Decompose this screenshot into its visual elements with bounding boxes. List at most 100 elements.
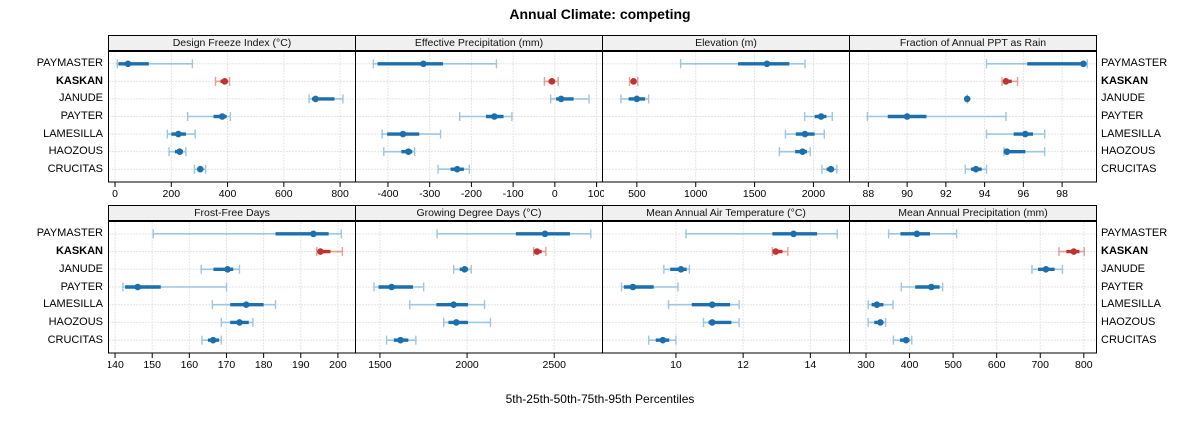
panel-strip-title: Elevation (m)	[602, 35, 850, 51]
median-dot	[397, 336, 404, 344]
median-dot	[450, 301, 457, 309]
median-dot	[452, 319, 460, 326]
median-dot	[708, 319, 716, 326]
panel-Design Freeze Index (°C): 0 200 400 600 800	[108, 51, 356, 200]
x-tick-label: 300	[857, 359, 875, 371]
x-tick-label: 170	[218, 359, 236, 371]
median-dot	[236, 319, 243, 326]
percentile-marker-HAOZOUS	[702, 317, 740, 327]
percentile-marker-KASKAN	[316, 247, 344, 257]
x-tick-label: 0	[112, 188, 118, 200]
x-axis: 88 90 92 94 96 98	[863, 182, 1068, 200]
x-axis-footer-label: 5th-25th-50th-75th-95th Percentiles	[505, 392, 695, 406]
row-label-left-janude: JANUDE	[58, 92, 103, 105]
percentile-marker-CRUCITAS	[821, 164, 838, 174]
x-tick-label: 800	[331, 188, 349, 200]
row-label-left-lamesilla: LAMESILLA	[43, 127, 103, 140]
percentile-marker-PAYMASTER	[436, 229, 592, 239]
median-dot	[1002, 78, 1010, 85]
row-label-right-payter: PAYTER	[1101, 280, 1144, 293]
percentile-marker-PAYMASTER	[679, 59, 806, 69]
x-tick-label: 98	[1056, 188, 1068, 200]
x-axis: 140 150 160 170 180 190 200	[108, 353, 347, 371]
x-tick-label: 92	[940, 188, 952, 200]
x-tick-label: 200	[329, 359, 347, 371]
percentile-marker-PAYMASTER	[887, 229, 958, 239]
median-dot	[630, 78, 637, 85]
percentile-marker-CRUCITAS	[193, 164, 207, 174]
percentile-marker-HAOZOUS	[220, 317, 254, 327]
median-dot	[548, 78, 556, 85]
percentile-marker-LAMESILLA	[667, 300, 740, 310]
percentile-marker-CRUCITAS	[201, 335, 222, 345]
percentile-marker-PAYTER	[803, 112, 833, 121]
percentile-marker-PAYTER	[373, 282, 425, 292]
median-dot	[541, 230, 549, 238]
median-dot	[196, 165, 204, 173]
x-axis: 10 12 14	[670, 353, 816, 371]
row-label-left-crucitas: CRUCITAS	[47, 333, 103, 346]
median-dot	[1042, 265, 1050, 273]
median-dot	[405, 148, 412, 155]
panel-strip-title: Mean Annual Air Temperature (°C)	[602, 205, 850, 221]
x-tick-label: 96	[1018, 188, 1030, 200]
percentile-marker-KASKAN	[543, 76, 559, 86]
row-label-left-haozous: HAOZOUS	[48, 315, 103, 328]
x-tick-label: 190	[292, 359, 310, 371]
gridlines	[109, 52, 354, 181]
row-label-left-paymaster: PAYMASTER	[36, 57, 103, 70]
panel-strip-title: Fraction of Annual PPT as Rain	[849, 35, 1097, 51]
row-label-left-paymaster: PAYMASTER	[36, 227, 103, 240]
row-label-left-haozous: HAOZOUS	[48, 145, 103, 158]
median-dot	[877, 319, 884, 326]
x-tick-label: 2000	[455, 359, 479, 371]
percentile-marker-PAYTER	[459, 112, 513, 121]
row-label-left-payter: PAYTER	[60, 280, 103, 293]
median-dot	[629, 283, 637, 291]
median-dot	[533, 248, 541, 255]
x-tick-label: 2000	[802, 188, 826, 200]
median-dot	[1003, 148, 1011, 155]
x-tick-label: 150	[143, 359, 161, 371]
median-dot	[388, 283, 395, 291]
median-dot	[224, 265, 231, 273]
x-tick-label: 88	[863, 188, 875, 200]
x-tick-label: 600	[988, 359, 1006, 371]
panel-strip-title: Growing Degree Days (°C)	[355, 205, 603, 221]
median-dot	[790, 230, 797, 238]
percentile-marker-JANUDE	[963, 94, 971, 104]
percentile-marker-CRUCITAS	[437, 164, 471, 174]
x-tick-label: 600	[275, 188, 293, 200]
median-dot	[310, 230, 317, 238]
gridlines	[603, 222, 848, 352]
median-dot	[175, 130, 182, 138]
panel-Growing Degree Days (°C): 1500 2000 2500	[355, 221, 603, 371]
row-label-right-haozous: HAOZOUS	[1101, 315, 1156, 328]
row-label-right-lamesilla: LAMESILLA	[1101, 298, 1161, 311]
percentile-marker-JANUDE	[452, 264, 472, 274]
x-axis: 1500 2000 2500	[368, 353, 566, 371]
percentile-marker-PAYMASTER	[116, 59, 194, 69]
median-dot	[817, 113, 825, 120]
percentile-marker-LAMESILLA	[867, 300, 894, 310]
median-dot	[312, 95, 319, 103]
median-dot	[461, 265, 468, 273]
x-axis: 500 1000 1500 2000	[628, 182, 825, 200]
panel-strip-title: Mean Annual Precipitation (mm)	[849, 205, 1097, 221]
percentile-marker-JANUDE	[620, 94, 650, 104]
panel-border	[849, 51, 1097, 183]
percentile-marker-LAMESILLA	[166, 129, 196, 139]
median-dot	[557, 95, 565, 103]
percentile-marker-JANUDE	[200, 264, 241, 274]
percentile-marker-HAOZOUS	[443, 317, 492, 327]
row-label-right-janude: JANUDE	[1101, 92, 1146, 105]
percentile-marker-JANUDE	[308, 94, 344, 104]
gridlines	[356, 222, 601, 352]
row-label-right-kaskan: KASKAN	[1101, 245, 1149, 258]
median-dot	[242, 301, 250, 309]
x-tick-label: 200	[163, 188, 181, 200]
x-tick-label: -400	[377, 188, 398, 200]
row-label-left-lamesilla: LAMESILLA	[43, 298, 103, 311]
x-tick-label: -200	[461, 188, 482, 200]
median-dot	[801, 130, 809, 138]
